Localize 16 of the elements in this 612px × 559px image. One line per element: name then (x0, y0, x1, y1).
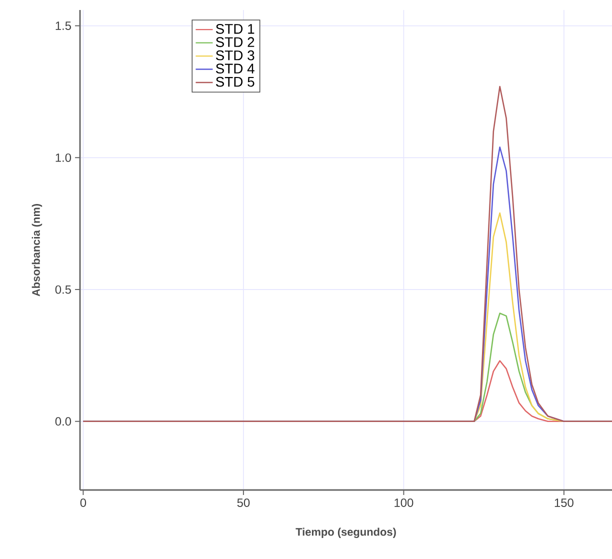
x-axis-title: Tiempo (segundos) (296, 528, 396, 538)
x-tick-label: 150 (554, 498, 574, 507)
legend-label: STD 3 (216, 50, 254, 60)
y-tick-label: 0.5 (55, 285, 71, 294)
legend-label: STD 1 (216, 24, 254, 34)
legend-label: STD 2 (216, 37, 254, 48)
y-tick-label: 0.0 (55, 417, 72, 426)
x-tick-label: 50 (237, 498, 250, 507)
line-series (82, 86, 612, 422)
x-tick-label: 0 (80, 498, 86, 507)
legend-label: STD 4 (216, 64, 254, 74)
x-tick-label: 100 (394, 498, 414, 507)
y-axis-title: Absorbancia (nm) (32, 204, 42, 296)
legend-label: STD 5 (216, 76, 254, 87)
y-tick-label: 1.5 (56, 22, 71, 30)
y-tick-label: 1.0 (56, 153, 72, 162)
